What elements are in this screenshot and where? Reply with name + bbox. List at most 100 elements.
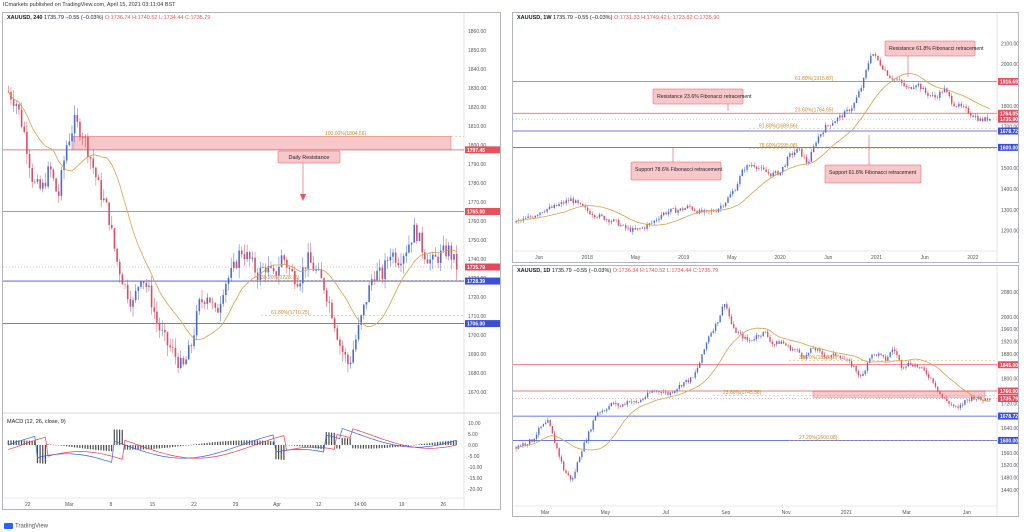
price-label-text: 1735.90 <box>1000 117 1018 123</box>
candle-body <box>927 374 930 378</box>
chart-pane-4h[interactable]: XAUUSD, 240 1735.79 −0.55 (−0.03%) O:173… <box>2 12 501 510</box>
candle-body <box>535 434 538 439</box>
candle-body <box>336 328 339 340</box>
candle-body <box>572 478 574 480</box>
candle-body <box>939 391 941 395</box>
macd-histogram-bar <box>278 445 280 460</box>
macd-histogram-bar <box>301 445 304 447</box>
fib-level-label: 38.20%(1728.75) <box>261 275 300 281</box>
candle-body <box>762 167 765 170</box>
candle-body <box>862 373 864 377</box>
candle-body <box>715 211 717 213</box>
candle-body <box>884 356 887 361</box>
candle-body <box>376 270 378 281</box>
candle-body <box>651 222 653 224</box>
candle-body <box>288 267 291 269</box>
y-tick-label: 1740.00 <box>468 257 486 263</box>
macd-histogram-bar <box>346 438 349 445</box>
macd-histogram-bar <box>362 445 364 449</box>
price-label-badge <box>998 115 1018 123</box>
candle-body <box>603 410 606 412</box>
annotation-arrowhead <box>300 194 306 201</box>
candle-body <box>853 102 855 109</box>
candle-body <box>858 91 860 98</box>
candle-body <box>110 224 113 229</box>
price-label-badge <box>998 412 1018 420</box>
candle-body <box>555 204 558 206</box>
macd-histogram-bar <box>354 445 357 449</box>
candle-body <box>779 172 782 176</box>
macd-histogram-bar <box>20 440 23 445</box>
y-tick-label: 1670.00 <box>468 390 486 396</box>
candle-body <box>915 85 917 88</box>
macd-histogram-bar <box>92 445 94 450</box>
x-tick-label: 14:00 <box>354 502 367 508</box>
candle-body <box>851 108 853 112</box>
candle-body <box>776 341 778 345</box>
candle-body <box>798 148 801 150</box>
candle-body <box>209 297 211 303</box>
macd-histogram-bar <box>179 445 182 447</box>
candle-body <box>426 259 429 264</box>
candle-body <box>577 200 579 203</box>
candle-body <box>569 475 572 480</box>
resistance-zone <box>812 390 986 398</box>
candle-body <box>726 304 728 309</box>
candle-body <box>714 323 717 331</box>
price-label-text: 1797.45 <box>467 148 485 154</box>
candle-body <box>914 364 916 367</box>
candle-body <box>923 367 925 371</box>
candle-body <box>737 332 739 334</box>
chart-1w[interactable]: 2100.002000.001800.001700.001600.001500.… <box>513 13 1019 263</box>
candle-body <box>198 299 201 312</box>
candle-body <box>55 178 57 192</box>
macd-histogram-bar <box>42 445 44 464</box>
candle-body <box>893 349 896 352</box>
y-tick-label: 1640.00 <box>1001 426 1019 432</box>
y-tick-label: 1830.00 <box>468 86 486 92</box>
candle-body <box>410 242 413 245</box>
candle-body <box>44 182 47 187</box>
candle-body <box>81 136 84 138</box>
candle-body <box>739 176 741 184</box>
chart-pane-1d[interactable]: XAUUSD, 1D 1735.79 −0.55 (−0.03%) O:1736… <box>512 265 1019 517</box>
y-tick-label: 1480.00 <box>1001 475 1019 481</box>
candle-body <box>934 94 936 98</box>
candle-body <box>774 171 777 173</box>
candle-body <box>20 109 23 127</box>
candle-body <box>720 205 722 209</box>
chart-4h[interactable]: 1860.00 1850.00 1840.00 1830.00 1820.00 1810.… <box>3 13 501 510</box>
candle-body <box>724 202 727 207</box>
candle-body <box>844 358 846 360</box>
macd-histogram-bar <box>201 443 203 445</box>
candle-body <box>405 252 408 257</box>
candle-body <box>195 311 198 336</box>
candle-body <box>982 400 984 402</box>
candle-body <box>744 336 746 339</box>
candle-body <box>227 277 230 284</box>
candle-body <box>968 399 971 401</box>
price-label-badge <box>465 208 500 215</box>
price-label-text: 1735.79 <box>1000 396 1018 402</box>
candle-body <box>674 208 677 213</box>
x-tick-label: 2018 <box>582 255 593 261</box>
candle-body <box>39 179 41 189</box>
chart-pane-1w[interactable]: XAUUSD, 1W 1735.79 −0.55 (−0.03%) O:1731… <box>512 12 1019 263</box>
candle-body <box>172 347 174 348</box>
y-tick-label: 1820.00 <box>468 105 486 111</box>
candle-body <box>825 356 828 358</box>
candle-body <box>794 349 796 350</box>
fib-level-label: 23.60%(1764.65) <box>795 108 834 114</box>
candle-body <box>529 439 531 445</box>
candle-body <box>839 355 841 359</box>
chart-1d[interactable]: 2080.00 2000.00 1960.00 1920.00 1880.00 1800.… <box>513 266 1019 517</box>
candle-body <box>524 218 527 219</box>
pane-title-1w: XAUUSD, 1W 1735.79 −0.55 (−0.03%) O:1731… <box>517 15 720 21</box>
candle-body <box>708 336 710 343</box>
y-tick-label: 1500.00 <box>1001 166 1019 172</box>
x-tick-label: 2020 <box>775 255 786 261</box>
candle-body <box>389 256 392 261</box>
candle-body <box>981 118 984 122</box>
candle-body <box>853 365 855 367</box>
candle-body <box>653 220 655 223</box>
